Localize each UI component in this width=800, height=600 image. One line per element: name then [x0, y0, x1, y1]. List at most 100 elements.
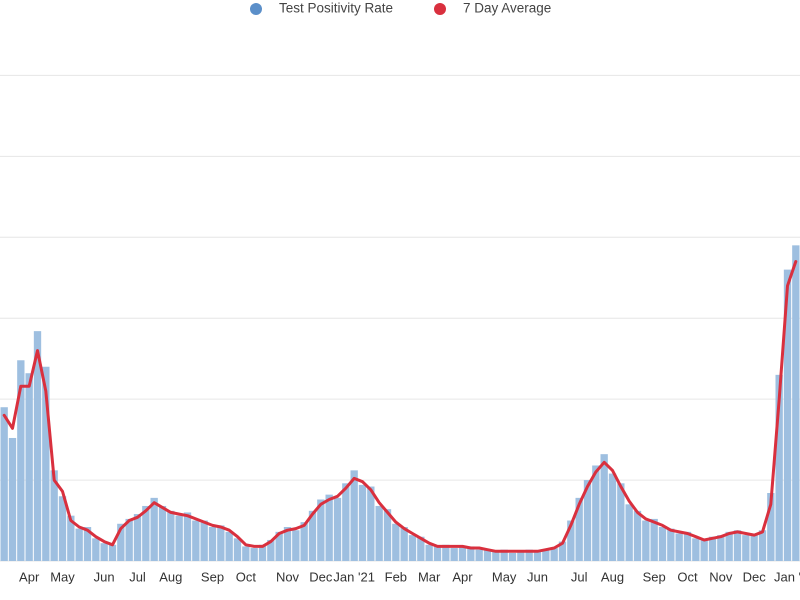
bar — [625, 504, 633, 561]
bar — [133, 514, 142, 561]
bar — [650, 518, 658, 561]
bar — [250, 548, 258, 561]
bar — [600, 454, 608, 561]
bar — [358, 484, 367, 561]
bar — [475, 549, 483, 561]
bar — [117, 523, 125, 561]
bar — [367, 486, 375, 561]
bar — [500, 549, 508, 561]
bar — [342, 483, 350, 561]
bar — [558, 541, 567, 561]
bar — [392, 523, 400, 561]
bar — [425, 544, 433, 561]
bar — [242, 546, 250, 561]
bar — [550, 548, 558, 561]
bar — [267, 539, 275, 561]
x-tick-label: Oct — [677, 569, 698, 584]
bar — [617, 483, 625, 561]
legend-label: Test Positivity Rate — [279, 1, 393, 16]
x-tick-label: Jun — [527, 569, 548, 584]
x-tick-label: Mar — [418, 569, 441, 584]
line — [2, 260, 798, 553]
bar — [417, 536, 425, 561]
x-tick-label: Nov — [276, 569, 300, 584]
bar — [642, 520, 650, 561]
x-tick-label: Jul — [129, 569, 146, 584]
bar — [233, 538, 242, 561]
bar — [767, 493, 775, 561]
x-tick-label: Feb — [385, 569, 407, 584]
bar — [75, 528, 83, 561]
bar — [300, 522, 308, 561]
bar — [142, 505, 150, 561]
x-tick-label: Oct — [236, 569, 257, 584]
bar — [458, 546, 467, 561]
bar — [433, 546, 442, 561]
bar — [592, 465, 600, 561]
bar — [517, 551, 525, 561]
x-tick-label: May — [50, 569, 75, 584]
x-tick-label: Jan ' — [774, 569, 800, 584]
bar — [183, 512, 192, 561]
bar — [508, 552, 517, 561]
bar — [17, 360, 25, 561]
x-tick-label: Aug — [601, 569, 624, 584]
bar — [108, 544, 117, 561]
x-tick-label: Jun — [94, 569, 115, 584]
bar — [317, 499, 325, 561]
x-tick-label: Apr — [452, 569, 473, 584]
bar — [25, 373, 33, 561]
bar — [717, 535, 725, 561]
bar — [325, 494, 333, 561]
x-tick-label: Sep — [643, 569, 666, 584]
bar — [667, 528, 675, 561]
bar — [750, 533, 758, 561]
x-tick-label: Jan '21 — [333, 569, 375, 584]
x-tick-label: Aug — [159, 569, 182, 584]
x-tick-label: Jul — [571, 569, 588, 584]
bar — [308, 510, 317, 561]
legend-label: 7 Day Average — [463, 1, 551, 16]
x-tick-label: Apr — [19, 569, 40, 584]
bar — [67, 515, 75, 561]
x-tick-label: May — [492, 569, 517, 584]
bar — [692, 538, 700, 561]
bar — [775, 374, 783, 561]
bar — [200, 520, 208, 561]
x-tick-label: Dec — [743, 569, 767, 584]
bar — [658, 527, 667, 561]
bar — [92, 538, 100, 561]
bar — [0, 407, 8, 561]
bar — [208, 527, 217, 561]
bar — [33, 331, 42, 561]
bar — [450, 548, 458, 561]
bar — [608, 473, 617, 561]
bar — [375, 505, 383, 561]
bar — [575, 497, 583, 561]
bar — [683, 531, 692, 561]
bar — [333, 497, 342, 561]
bar — [58, 496, 67, 561]
bar — [783, 269, 792, 561]
legend: Test Positivity Rate 7 Day Average — [250, 1, 551, 16]
bar — [400, 527, 408, 561]
bar — [733, 530, 742, 561]
bar — [533, 551, 542, 561]
bar — [192, 520, 200, 561]
bar — [633, 510, 642, 561]
bar — [100, 543, 108, 561]
bar — [125, 518, 133, 561]
bar — [725, 531, 733, 561]
bar — [583, 480, 592, 561]
bar — [792, 245, 800, 561]
bar — [225, 531, 233, 561]
bar — [542, 549, 550, 561]
bar — [350, 470, 358, 561]
bar — [492, 551, 500, 561]
x-tick-label: Nov — [709, 569, 733, 584]
bar — [742, 535, 750, 561]
bar — [283, 527, 292, 561]
bar — [42, 366, 50, 561]
legend-marker — [434, 3, 446, 15]
